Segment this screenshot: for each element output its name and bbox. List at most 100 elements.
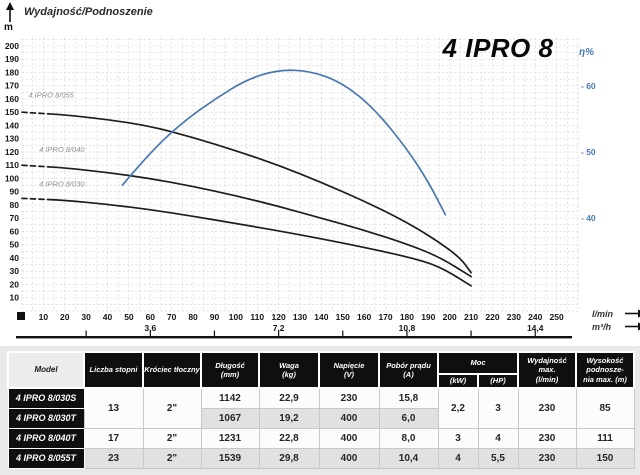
svg-text:160: 160 [357, 312, 371, 322]
cell-current: 10,4 [378, 447, 439, 469]
cell-head: 111 [575, 427, 635, 449]
svg-text:220: 220 [485, 312, 499, 322]
svg-text:- 60: - 60 [581, 81, 596, 91]
curve-ipro8-055 [21, 111, 472, 274]
cell-outlet: 2" [142, 387, 202, 429]
curve-ipro8-040 [21, 164, 472, 278]
chart-grid [21, 38, 579, 312]
y-axis-arrow-icon [6, 2, 14, 22]
curve-label: 4 IPRO 8/030 [39, 179, 85, 188]
svg-text:40: 40 [103, 312, 113, 322]
svg-text:170: 170 [5, 81, 19, 91]
col-header-length: Długość (mm) [200, 351, 260, 389]
x-axis-secondary-labels: 3,6 7,2 10,8 14,4 [144, 323, 543, 333]
cell-length: 1067 [200, 407, 260, 429]
table-row: 4 IPRO 8/030T 1067 19,2 400 6,0 [7, 407, 634, 429]
svg-text:10: 10 [10, 293, 20, 303]
svg-text:90: 90 [10, 187, 20, 197]
svg-text:170: 170 [378, 312, 392, 322]
cell-head: 85 [575, 387, 635, 429]
svg-text:70: 70 [10, 213, 20, 223]
svg-text:14,4: 14,4 [527, 323, 544, 333]
cell-weight: 22,8 [258, 427, 320, 449]
curve-label: 4 IPRO 8/055 [28, 91, 74, 100]
col-header-model: Model [7, 351, 85, 389]
cell-length: 1539 [200, 447, 260, 469]
cell-voltage: 400 [318, 427, 380, 449]
cell-flow: 230 [517, 387, 577, 429]
x-axis-tick-labels: 10 20 30 40 50 60 70 80 90 100 110 120 130 140 150 160 1… [39, 312, 564, 322]
arrow-right-icon [625, 309, 640, 318]
x-axis-units: l/min m³/h [592, 307, 640, 333]
cell-hp: 5,5 [477, 447, 519, 469]
svg-text:130: 130 [5, 134, 19, 144]
cell-voltage: 400 [318, 407, 380, 429]
svg-text:140: 140 [314, 312, 328, 322]
svg-text:190: 190 [5, 54, 19, 64]
cell-hp: 3 [477, 387, 519, 429]
cell-stages: 23 [83, 447, 144, 469]
svg-text:120: 120 [5, 147, 19, 157]
svg-text:190: 190 [421, 312, 435, 322]
model-cell: 4 IPRO 8/030S [7, 387, 85, 409]
spec-table-panel: Model Liczba stopni Króciec tłoczny Dług… [0, 346, 640, 475]
cell-stages: 13 [83, 387, 144, 429]
model-cell: 4 IPRO 8/040T [7, 427, 85, 449]
svg-text:30: 30 [10, 266, 20, 276]
svg-text:200: 200 [5, 41, 19, 51]
pump-performance-chart: 200 190 180 170 160 150 140 130 120 110 100 90 80 70 6… [5, 38, 596, 339]
svg-text:110: 110 [5, 160, 19, 170]
curve-ipro8-030 [21, 197, 472, 287]
svg-text:130: 130 [293, 312, 307, 322]
svg-text:50: 50 [124, 312, 134, 322]
svg-text:- 50: - 50 [581, 147, 596, 157]
curve-efficiency [121, 69, 447, 216]
eta-axis-label: η% [579, 47, 594, 58]
y-axis-title: Wydajność/Podnoszenie [24, 6, 153, 18]
svg-text:80: 80 [188, 312, 198, 322]
x-axis-secondary-ruler [16, 312, 572, 339]
svg-text:20: 20 [60, 312, 70, 322]
cell-head: 150 [575, 447, 635, 469]
y-axis-unit-label: m [4, 22, 13, 33]
model-cell: 4 IPRO 8/055T [7, 447, 85, 469]
svg-text:40: 40 [10, 253, 20, 263]
svg-text:200: 200 [443, 312, 457, 322]
cell-flow: 230 [517, 427, 577, 449]
x-unit-m3h: m³/h [592, 321, 611, 332]
svg-text:50: 50 [10, 240, 20, 250]
y-axis-tick-labels: 200 190 180 170 160 150 140 130 120 110 100 90 80 70 6… [5, 41, 19, 303]
cell-current: 6,0 [378, 407, 439, 429]
curve-label: 4 IPRO 8/040 [39, 145, 85, 154]
svg-text:20: 20 [10, 279, 20, 289]
x-unit-lmin: l/min [592, 308, 614, 319]
arrow-right-icon [625, 322, 640, 331]
svg-text:3,6: 3,6 [144, 323, 156, 333]
cell-outlet: 2" [142, 447, 202, 469]
cell-weight: 19,2 [258, 407, 320, 429]
svg-text:70: 70 [167, 312, 177, 322]
svg-text:180: 180 [5, 67, 19, 77]
cell-current: 8,0 [378, 427, 439, 449]
svg-text:150: 150 [336, 312, 350, 322]
svg-text:180: 180 [400, 312, 414, 322]
cell-weight: 29,8 [258, 447, 320, 469]
svg-text:230: 230 [507, 312, 521, 322]
col-header-stages: Liczba stopni [83, 351, 144, 389]
col-header-current: Pobór prądu (A) [378, 351, 439, 389]
svg-text:120: 120 [272, 312, 286, 322]
cell-kw: 2,2 [437, 387, 479, 429]
svg-text:80: 80 [10, 200, 20, 210]
svg-text:100: 100 [229, 312, 243, 322]
svg-text:30: 30 [81, 312, 91, 322]
svg-text:240: 240 [528, 312, 542, 322]
svg-text:100: 100 [5, 173, 19, 183]
col-header-outlet: Króciec tłoczny [142, 351, 202, 389]
svg-text:7,2: 7,2 [273, 323, 285, 333]
table-row: 4 IPRO 8/055T 23 2" 1539 29,8 400 10,4 4 5,5 230 1… [7, 447, 635, 469]
cell-kw: 4 [437, 447, 479, 469]
spec-table: Model Liczba stopni Króciec tłoczny Dług… [7, 351, 635, 469]
cell-length: 1142 [200, 387, 260, 409]
svg-text:90: 90 [210, 312, 220, 322]
